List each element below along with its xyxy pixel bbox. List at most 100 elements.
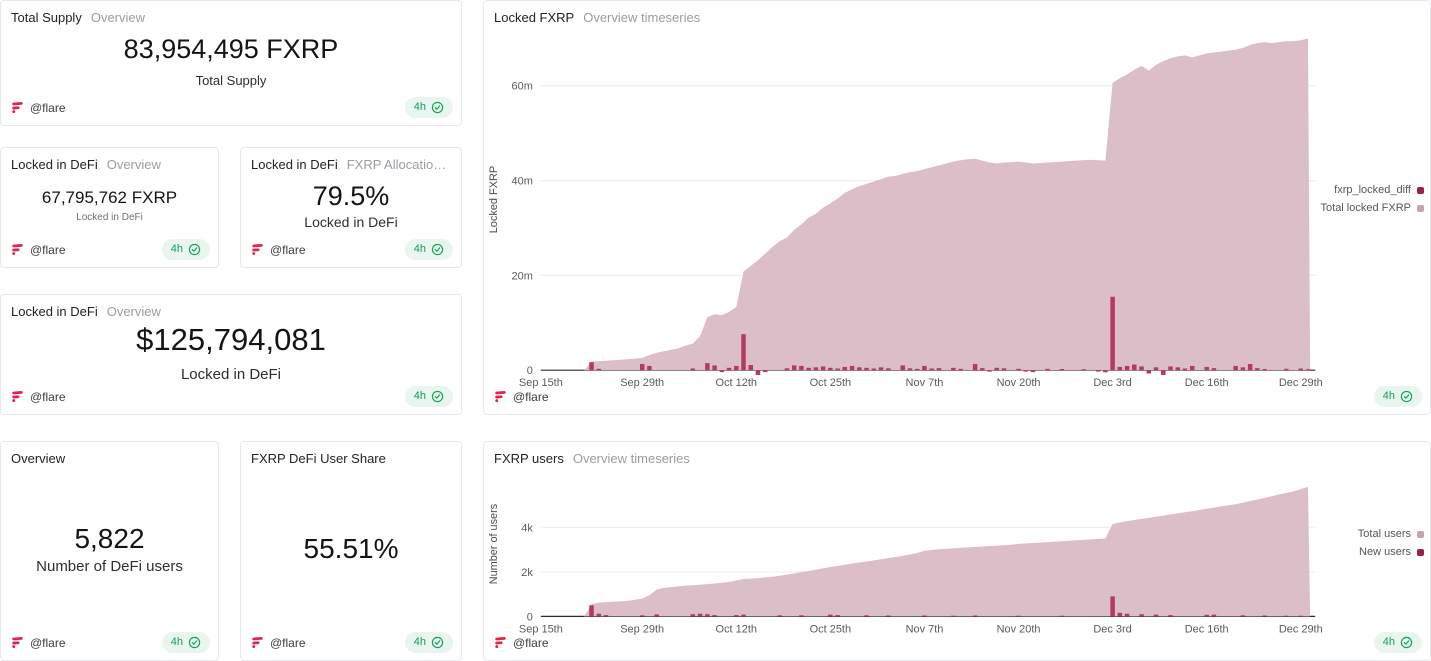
freshness-badge[interactable]: 4h <box>1373 386 1422 407</box>
bar <box>886 368 891 371</box>
locked-defi-fxrp-card: Locked in DeFi Overview 67,795,762 FXRP … <box>0 147 219 268</box>
freshness-badge[interactable]: 4h <box>404 632 453 653</box>
bar <box>1182 368 1188 371</box>
author-handle: @flare <box>270 242 306 257</box>
author-link[interactable]: @flare <box>494 636 549 650</box>
bar <box>1132 364 1137 371</box>
bar <box>596 368 602 371</box>
author-link[interactable]: @flare <box>11 243 66 257</box>
bar <box>755 370 761 375</box>
bar <box>1139 366 1144 371</box>
legend-swatch <box>1417 186 1424 194</box>
bar <box>806 367 811 371</box>
freshness-badge[interactable]: 4h <box>404 386 453 407</box>
card-body: 79.5% Locked in DeFi <box>249 172 453 239</box>
check-circle-icon <box>431 243 444 256</box>
bar <box>1204 614 1209 617</box>
check-circle-icon <box>1400 636 1413 649</box>
author-link[interactable]: @flare <box>11 636 66 650</box>
freshness-badge[interactable]: 4h <box>404 239 453 260</box>
card-head: Locked in DeFi Overview <box>1 148 218 173</box>
bar <box>596 613 602 617</box>
author-link[interactable]: @flare <box>11 101 66 115</box>
author-link[interactable]: @flare <box>494 390 549 404</box>
bar <box>1211 614 1217 617</box>
chart-subtitle[interactable]: Overview timeseries <box>572 451 690 466</box>
freshness-badge[interactable]: 4h <box>1373 632 1422 653</box>
y-tick-label: 2k <box>521 567 533 579</box>
author-link[interactable]: @flare <box>251 636 306 650</box>
freshness-label: 4h <box>413 101 426 113</box>
locked-fxrp-plot[interactable]: 0 20m 40m 60m Sep 15th Sep 29th Oct 12th Oct 25… <box>484 1 1430 414</box>
card-subtitle[interactable]: Overview <box>106 304 161 319</box>
card-title[interactable]: Overview <box>11 451 66 466</box>
y-tick-label: 40m <box>512 176 533 188</box>
y-tick-label: 4k <box>521 522 533 534</box>
bar <box>589 362 594 371</box>
card-title[interactable]: Locked in DeFi <box>11 304 98 319</box>
freshness-label: 4h <box>170 636 183 648</box>
bar-series[interactable] <box>589 296 1311 375</box>
bar <box>1124 365 1130 371</box>
legend-item[interactable]: Total locked FXRP <box>1321 202 1424 214</box>
flare-logo-icon <box>252 244 263 256</box>
flare-logo-icon <box>12 102 23 114</box>
bar-series[interactable] <box>589 596 1303 617</box>
area-series[interactable] <box>540 38 1311 371</box>
bar <box>1110 596 1115 617</box>
card-title[interactable]: FXRP DeFi User Share <box>251 451 386 466</box>
card-subtitle[interactable]: FXRP Allocation in ... <box>346 157 451 172</box>
bar <box>857 367 862 371</box>
freshness-badge[interactable]: 4h <box>161 239 210 260</box>
chart-title[interactable]: FXRP users <box>494 451 564 466</box>
card-foot: @flare 4h <box>11 386 453 407</box>
author-link[interactable]: @flare <box>11 390 66 404</box>
area-series[interactable] <box>540 486 1311 617</box>
bar <box>835 368 840 371</box>
bar <box>951 615 956 617</box>
author-handle: @flare <box>513 389 549 404</box>
bar <box>864 615 869 617</box>
bar <box>900 365 906 371</box>
x-tick-label: Dec 29th <box>1279 377 1323 389</box>
bar <box>849 365 855 371</box>
chart-subtitle[interactable]: Overview timeseries <box>583 10 701 25</box>
author-handle: @flare <box>30 100 66 115</box>
card-title[interactable]: Locked in DeFi <box>11 157 98 172</box>
author-handle: @flare <box>270 635 306 650</box>
card-head: FXRP DeFi User Share <box>241 442 461 467</box>
bar <box>1168 615 1173 617</box>
bar <box>1233 365 1238 371</box>
fxrp-users-plot[interactable]: 0 2k 4k Sep 15th Sep 29th Oct 12th Oct 25th Nov… <box>484 442 1430 660</box>
legend-item[interactable]: Total users <box>1358 528 1424 540</box>
bar <box>1298 368 1303 371</box>
bar <box>1153 367 1159 371</box>
bar <box>1117 366 1123 371</box>
x-tick-label: Sep 15th <box>519 623 563 635</box>
legend-item[interactable]: New users <box>1359 546 1424 558</box>
card-subtitle[interactable]: Overview <box>90 10 146 25</box>
legend-label: New users <box>1359 546 1411 558</box>
legend-swatch <box>1417 530 1424 538</box>
chart-title[interactable]: Locked FXRP <box>494 10 575 25</box>
freshness-badge[interactable]: 4h <box>161 632 210 653</box>
card-title[interactable]: Total Supply <box>11 10 82 25</box>
card-head: Overview <box>1 442 218 467</box>
card-title[interactable]: Locked in DeFi <box>251 157 338 172</box>
bar <box>1190 365 1195 371</box>
author-handle: @flare <box>30 242 66 257</box>
card-subtitle[interactable]: Overview <box>106 157 161 172</box>
bar <box>1059 615 1065 617</box>
stat-label: Total Supply <box>195 73 267 89</box>
bar <box>871 368 877 371</box>
card-body: 83,954,495 FXRP Total Supply <box>9 25 453 97</box>
x-tick-label: Nov 20th <box>997 623 1041 635</box>
x-tick-label: Dec 16th <box>1185 377 1229 389</box>
card-foot: @flare 4h <box>11 632 210 653</box>
freshness-badge[interactable]: 4h <box>404 97 453 118</box>
stat-label: Locked in DeFi <box>76 212 143 224</box>
legend-item[interactable]: fxrp_locked_diff <box>1334 184 1424 196</box>
legend-label: Total users <box>1357 528 1411 540</box>
author-link[interactable]: @flare <box>251 243 306 257</box>
y-tick-label: 60m <box>512 81 533 93</box>
